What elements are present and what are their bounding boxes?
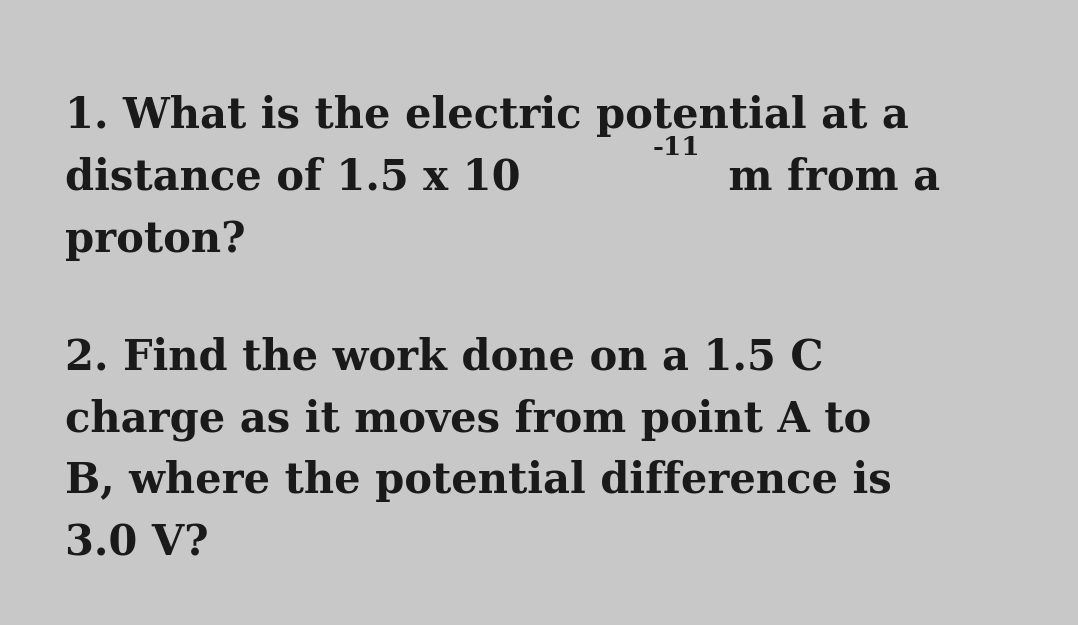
Text: proton?: proton? [65,219,246,261]
Text: 1. What is the electric potential at a: 1. What is the electric potential at a [65,95,909,137]
Text: -11: -11 [653,135,701,160]
Text: 2. Find the work done on a 1.5 C: 2. Find the work done on a 1.5 C [65,336,824,378]
Text: distance of 1.5 x 10: distance of 1.5 x 10 [65,157,521,199]
Text: m from a: m from a [715,157,940,199]
Text: charge as it moves from point A to: charge as it moves from point A to [65,398,871,441]
Text: B, where the potential difference is: B, where the potential difference is [65,460,892,502]
Text: 3.0 V?: 3.0 V? [65,522,209,564]
